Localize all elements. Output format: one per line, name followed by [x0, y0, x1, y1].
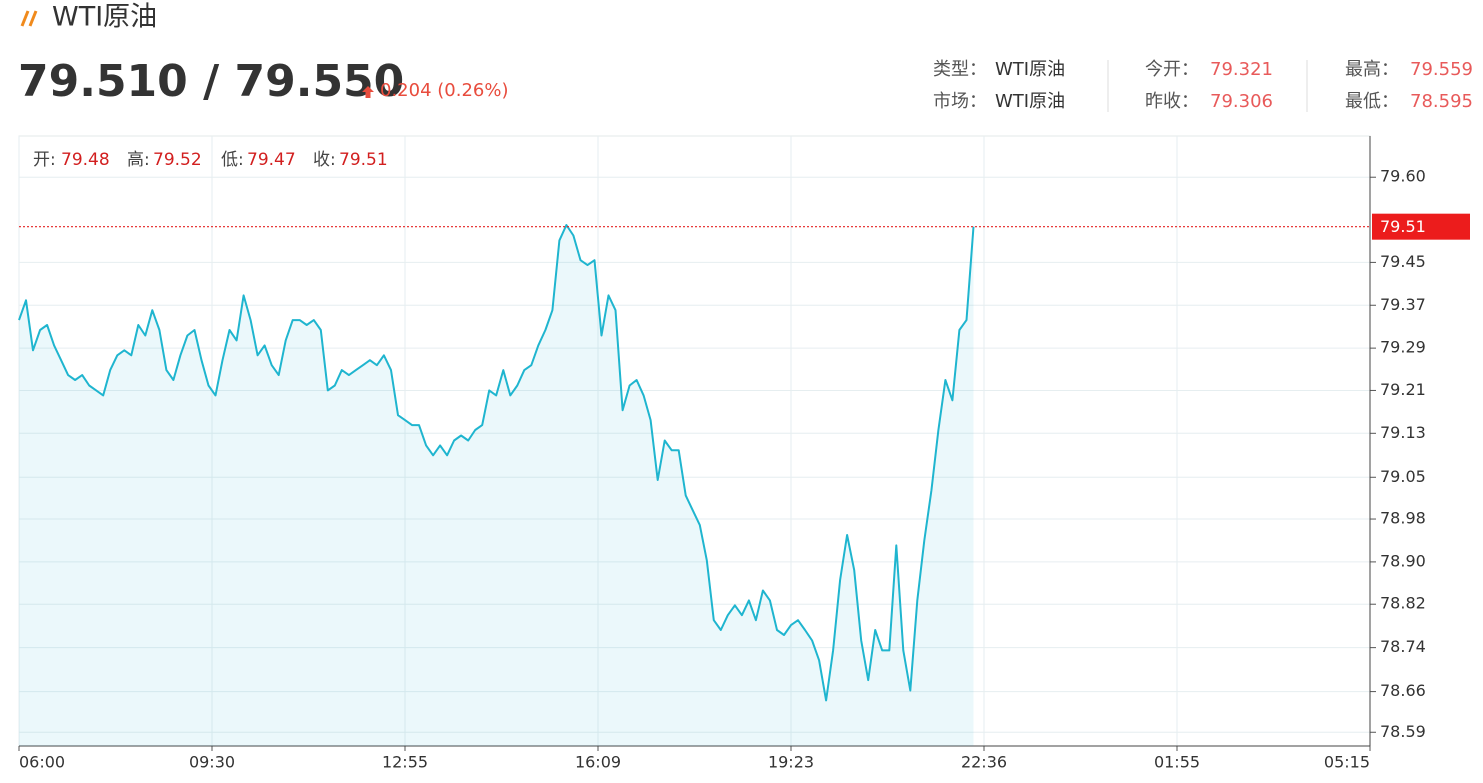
x-tick-label: 05:15 — [1324, 753, 1370, 772]
info-value: WTI原油 — [995, 59, 1065, 80]
logo — [28, 10, 38, 27]
y-tick-label: 78.66 — [1380, 681, 1426, 700]
change: 0.204 (0.26%) — [380, 80, 508, 101]
up-arrow — [362, 86, 374, 98]
x-tick-label: 06:00 — [19, 753, 65, 772]
x-tick-label: 22:36 — [961, 753, 1007, 772]
y-tick-label: 79.37 — [1380, 295, 1426, 314]
info-label: 类型： — [933, 59, 987, 80]
x-tick-label: 09:30 — [189, 753, 235, 772]
x-tick-label: 16:09 — [575, 753, 621, 772]
y-tick-label: 79.21 — [1380, 380, 1426, 399]
info-label: 最高： — [1345, 59, 1399, 80]
ohlc-label: 收: — [313, 150, 336, 170]
info-label: 今开： — [1145, 59, 1199, 80]
y-tick-label: 78.90 — [1380, 551, 1426, 570]
y-tick-label: 79.29 — [1380, 338, 1426, 357]
info-value: 78.595 — [1410, 91, 1473, 112]
price-line — [18, 224, 975, 702]
ohlc-label: 高: — [127, 150, 150, 170]
y-tick-label: 78.98 — [1380, 509, 1426, 528]
ohlc-value: 79.48 — [61, 150, 110, 170]
info-value: 79.559 — [1410, 59, 1473, 80]
x-tick-label: 01:55 — [1154, 753, 1200, 772]
y-tick-label: 78.59 — [1380, 722, 1426, 741]
info-value: 79.306 — [1210, 91, 1273, 112]
y-tick-label: 79.13 — [1380, 423, 1426, 442]
price: 79.510 / 79.550 — [18, 56, 404, 107]
title: WTI原油 — [52, 2, 157, 33]
info-label: 最低： — [1345, 91, 1399, 112]
y-tick-label: 78.74 — [1380, 637, 1426, 656]
current-price-box — [1372, 213, 1470, 240]
y-tick-label: 79.60 — [1380, 167, 1426, 186]
current-price-label: 79.51 — [1380, 217, 1426, 236]
ohlc-label: 低: — [221, 150, 244, 170]
info-value: 79.321 — [1210, 59, 1273, 80]
y-tick-label: 78.82 — [1380, 594, 1426, 613]
logo — [20, 10, 30, 27]
info-label: 昨收： — [1145, 91, 1199, 112]
ohlc-value: 79.51 — [339, 150, 388, 170]
x-tick-label: 12:55 — [382, 753, 428, 772]
ohlc-value: 79.52 — [153, 150, 202, 170]
y-tick-label: 79.45 — [1380, 252, 1426, 271]
y-tick-label: 79.05 — [1380, 467, 1426, 486]
ohlc-label: 开: — [33, 150, 56, 170]
ohlc-value: 79.47 — [247, 150, 296, 170]
info-value: WTI原油 — [995, 91, 1065, 112]
area — [19, 225, 974, 746]
x-tick-label: 19:23 — [768, 753, 814, 772]
info-label: 市场： — [933, 91, 987, 112]
